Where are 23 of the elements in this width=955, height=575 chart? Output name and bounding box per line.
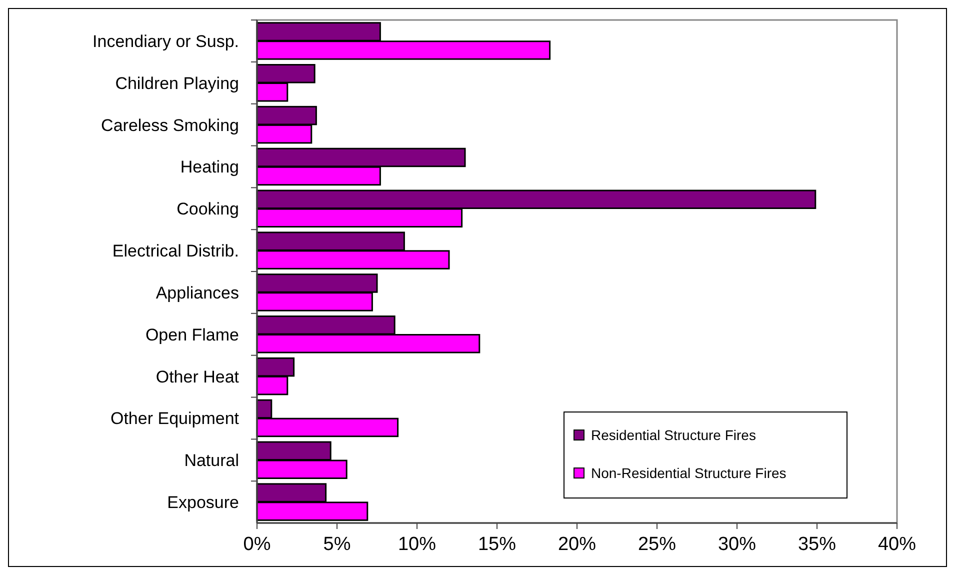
y-tick-label: Other Equipment: [110, 409, 240, 428]
x-tick-label: 40%: [878, 534, 916, 555]
x-tick-label: 15%: [478, 534, 516, 555]
legend-label: Residential Structure Fires: [591, 427, 756, 443]
x-tick-label: 5%: [323, 534, 351, 555]
y-tick-label: Cooking: [176, 200, 239, 219]
y-tick-label: Children Playing: [115, 74, 239, 93]
x-tick-label: 25%: [638, 534, 676, 555]
y-tick-label: Heating: [180, 158, 239, 177]
y-tick-label: Open Flame: [145, 325, 239, 344]
y-tick-label: Electrical Distrib.: [112, 242, 239, 261]
x-tick-label: 10%: [398, 534, 436, 555]
x-tick-label: 35%: [798, 534, 836, 555]
y-tick-label: Exposure: [167, 493, 239, 512]
y-tick-label: Incendiary or Susp.: [92, 32, 239, 51]
y-tick-label: Natural: [184, 451, 239, 470]
legend-label: Non-Residential Structure Fires: [591, 465, 786, 481]
x-tick-label: 20%: [558, 534, 596, 555]
y-tick-label: Other Heat: [156, 367, 240, 386]
y-tick-label: Appliances: [156, 283, 239, 302]
y-tick-label: Careless Smoking: [101, 116, 239, 135]
x-tick-label: 0%: [243, 534, 271, 555]
x-tick-label: 30%: [718, 534, 756, 555]
